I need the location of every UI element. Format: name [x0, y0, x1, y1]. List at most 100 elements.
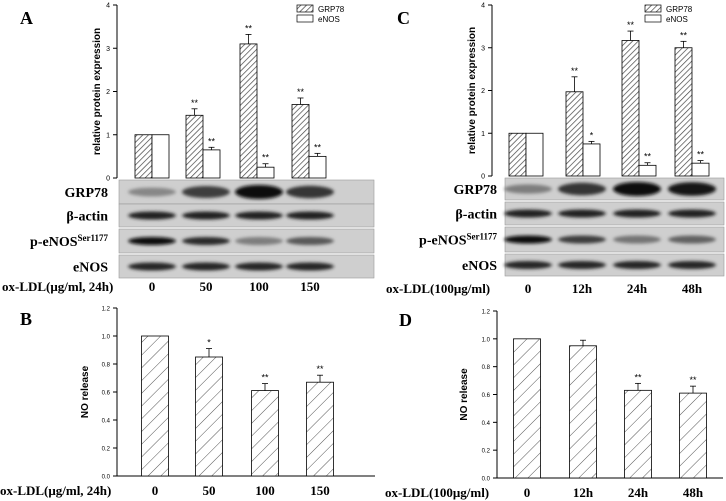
significance-label: ** [697, 150, 705, 160]
blot-row-label: p-eNOSSer1177 [30, 233, 108, 250]
condition-tick-label: 50 [203, 483, 216, 498]
bar-no-release-3 [679, 392, 707, 479]
y-axis-label: NO release [80, 365, 91, 418]
blot-row-label: GRP78 [64, 186, 108, 201]
condition-tick-label: 24h [628, 485, 649, 500]
y-tick-label: 0.8 [482, 365, 491, 371]
blot-band [558, 261, 606, 269]
bar-grp78-2 [239, 43, 258, 179]
condition-tick-label: 24h [627, 281, 648, 296]
chart-b: 0.00.20.40.60.81.01.2NO release***** [80, 307, 375, 481]
blot-band [286, 185, 334, 199]
condition-tick-label: 150 [310, 483, 330, 498]
blot-band [286, 237, 334, 245]
significance-label: * [590, 130, 594, 140]
bar-grp78-2 [621, 40, 640, 177]
significance-label: ** [191, 98, 199, 108]
blot-band [613, 235, 661, 244]
panel-letter-d: D [399, 310, 412, 330]
blot-band [558, 235, 606, 244]
blot-band [668, 209, 716, 218]
blot-band [128, 211, 176, 220]
blot-label-superscript: Ser1177 [78, 233, 109, 243]
y-tick-label: 0.8 [102, 363, 111, 369]
significance-label: ** [634, 372, 642, 382]
blot-band [504, 184, 552, 194]
blot-band [182, 211, 230, 220]
blot-band [613, 209, 661, 218]
axis-conditions-d: ox-LDL(100μg/ml) 0 12h 24h 48h [385, 485, 704, 500]
blot-band [128, 187, 176, 197]
legend-label-grp78: GRP78 [318, 5, 345, 14]
legend-label-enos: eNOS [318, 15, 340, 24]
bar-enos-0 [151, 134, 170, 179]
y-axis-label: relative protein expression [467, 27, 478, 154]
y-tick-label: 0.6 [482, 393, 491, 399]
blot-band [235, 262, 283, 271]
significance-label: ** [627, 20, 635, 30]
significance-label: ** [680, 30, 688, 40]
bar-no-release-2 [624, 389, 652, 479]
blot-row-label: eNOS [73, 261, 108, 276]
bar-enos-1 [202, 149, 221, 179]
chart-d: 0.0 0.2 0.4 0.6 0.8 1.0 1.2 NO release ** ** [459, 310, 723, 483]
y-tick-label: 2 [481, 88, 485, 95]
blot-band [182, 186, 230, 198]
condition-tick-label: 100 [255, 483, 275, 498]
y-tick-label: 4 [106, 3, 110, 10]
significance-label: ** [245, 23, 253, 33]
western-blot-left: GRP78 β-actin p-eNOSSer1177 eNOS ox-LDL(μg/m… [2, 179, 375, 294]
condition-tick-label: 48h [683, 485, 704, 500]
bar-grp78-0 [508, 132, 527, 177]
condition-tick-label: 150 [300, 279, 320, 294]
y-tick-label: 0.6 [102, 391, 111, 397]
legend-swatch-grp78 [644, 4, 662, 13]
bar-grp78-0 [134, 134, 153, 179]
bar-enos-2 [256, 166, 275, 179]
y-tick-label: 0.4 [102, 419, 111, 425]
y-tick-label: 1 [481, 131, 485, 138]
bar-no-release-2 [251, 390, 279, 477]
y-tick-label: 1.2 [102, 307, 111, 313]
blot-row-label: eNOS [462, 259, 497, 274]
significance-label: ** [644, 152, 652, 162]
y-axis-label: NO release [459, 368, 470, 421]
significance-label: ** [689, 375, 697, 385]
y-tick-label: 0 [106, 176, 110, 183]
condition-tick-label: 50 [200, 279, 213, 294]
significance-label: ** [262, 153, 270, 163]
condition-tick-label: 0 [524, 485, 531, 500]
y-tick-label: 0 [481, 174, 485, 181]
y-tick-label: 0.0 [482, 477, 491, 483]
bar-no-release-1 [195, 356, 223, 477]
bar-grp78-1 [565, 91, 584, 177]
bar-no-release-0 [141, 335, 169, 477]
blot-band [504, 235, 552, 244]
blot-band [128, 237, 176, 245]
significance-label: ** [316, 364, 324, 374]
blot-band [235, 211, 283, 220]
blot-band [558, 182, 606, 196]
blot-band [182, 237, 230, 245]
condition-tick-label: 0 [525, 281, 532, 296]
y-tick-label: 1.0 [102, 335, 111, 341]
western-blot-right: GRP78 β-actin p-eNOSSer1177 eNOS ox-LDL(100μ… [386, 177, 725, 296]
blot-band [613, 261, 661, 269]
significance-label: ** [261, 373, 269, 383]
y-tick-label: 0.2 [102, 447, 111, 453]
significance-label: * [207, 338, 211, 348]
bar-no-release-0 [513, 338, 541, 479]
blot-row-label: p-eNOSSer1177 [419, 232, 497, 249]
bar-grp78-3 [674, 47, 693, 177]
blot-band [668, 235, 716, 244]
bar-enos-3 [691, 162, 710, 177]
bar-grp78-1 [185, 114, 204, 179]
y-tick-label: 1 [106, 132, 110, 139]
blot-band [286, 262, 334, 271]
bar-enos-1 [582, 143, 601, 177]
panel-letter-c: C [397, 8, 410, 28]
y-tick-label: 1.2 [482, 310, 491, 316]
legend-swatch-grp78 [296, 4, 314, 13]
